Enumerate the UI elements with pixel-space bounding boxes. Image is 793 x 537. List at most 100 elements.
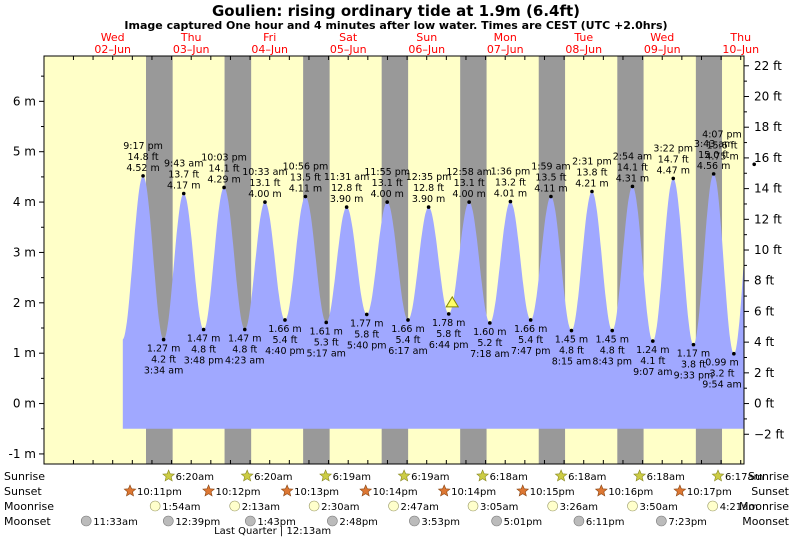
- left-axis-tick-label: 1 m: [13, 346, 36, 360]
- low-tide-time: 6:17 am: [388, 346, 427, 357]
- extreme-point: [161, 337, 166, 342]
- right-axis-tick-label: 6 ft: [754, 304, 774, 318]
- moonset-time: 3:53pm: [421, 517, 460, 528]
- moonrise-moon-icon: [707, 500, 719, 512]
- moonrise-time: 2:30am: [321, 502, 359, 513]
- high-tide-meters: 4.31 m: [616, 173, 649, 184]
- high-tide-meters: 4.56 m: [697, 161, 730, 172]
- high-tide-feet: 13.7 ft: [168, 170, 199, 181]
- high-tide-feet: 13.5 ft: [290, 173, 321, 184]
- sunset-time: 10:15pm: [530, 487, 575, 498]
- extreme-point: [406, 318, 410, 322]
- moonset-time: 11:33am: [93, 517, 138, 528]
- sunset-time: 10:12pm: [216, 487, 261, 498]
- moonrise-time: 2:47am: [401, 502, 439, 513]
- high-tide-feet: 13.5 ft: [535, 173, 566, 184]
- sunset-sun-icon: [280, 484, 294, 497]
- right-axis-tick-label: 22 ft: [754, 59, 782, 73]
- high-tide-feet: 14.1 ft: [209, 163, 240, 174]
- low-tide-time: 5:17 am: [307, 348, 346, 359]
- day-name-label: Mon: [494, 31, 517, 44]
- extreme-point: [691, 342, 696, 347]
- day-name-label: Sat: [339, 31, 358, 44]
- moonrise-row-label-left: Moonrise: [4, 500, 54, 513]
- high-tide-meters: 4.21 m: [575, 178, 608, 189]
- high-tide-feet: 13.2 ft: [495, 178, 526, 189]
- current-tide-marker: [445, 295, 460, 308]
- high-tide-meters: 4.52 m: [126, 163, 159, 174]
- low-tide-meters: 1.45 m: [555, 335, 588, 346]
- sunset-row-label-right: Sunset: [751, 485, 789, 498]
- low-tide-feet: 5.2 ft: [477, 338, 502, 349]
- moonset-moon-icon: [327, 515, 338, 527]
- moonset-moon-icon: [245, 515, 256, 527]
- sunrise-sun-icon: [633, 469, 647, 482]
- extreme-point: [303, 194, 308, 199]
- sunrise-row-label-left: Sunrise: [4, 470, 45, 483]
- left-axis-tick-label: 6 m: [13, 94, 36, 108]
- extreme-point: [181, 191, 186, 196]
- low-tide-meters: 1.17 m: [677, 349, 710, 360]
- low-tide-time: 9:07 am: [633, 367, 672, 378]
- sunset-sun-icon: [202, 484, 216, 497]
- sunset-sun-icon: [516, 484, 530, 497]
- low-tide-time: 3:34 am: [144, 366, 183, 377]
- low-tide-feet: 4.8 ft: [232, 345, 257, 356]
- high-tide-meters: 4.00 m: [248, 189, 281, 200]
- sunset-time: 10:13pm: [294, 487, 339, 498]
- low-tide-feet: 5.8 ft: [354, 329, 379, 340]
- moonrise-moon-icon: [308, 500, 320, 512]
- right-axis-tick-label: 10 ft: [754, 243, 782, 257]
- sunrise-time: 6:20am: [254, 472, 292, 483]
- low-tide-meters: 1.66 m: [391, 324, 424, 335]
- high-tide-time: 3:43 am: [694, 139, 733, 150]
- high-tide-meters: 3.90 m: [412, 194, 445, 205]
- low-tide-feet: 4.8 ft: [559, 346, 584, 357]
- high-tide-feet: 15.0 ft: [698, 150, 729, 161]
- sunrise-time: 6:18am: [568, 472, 606, 483]
- day-date-label: 04–Jun: [251, 43, 288, 56]
- extreme-point: [630, 184, 635, 189]
- low-tide-meters: 1.47 m: [228, 334, 261, 345]
- sunrise-sun-icon: [162, 469, 176, 482]
- moonrise-moon-icon: [149, 500, 161, 512]
- sunset-time: 10:16pm: [608, 487, 653, 498]
- low-tide-feet: 5.4 ft: [272, 335, 297, 346]
- moonset-time: 12:39pm: [175, 517, 220, 528]
- high-tide-time: 11:31 am: [324, 172, 369, 183]
- moonset-row-label-right: Moonset: [742, 515, 789, 528]
- high-tide-meters: 4.00 m: [370, 189, 403, 200]
- left-axis-tick-label: 0 m: [13, 397, 36, 411]
- low-tide-feet: 3.2 ft: [709, 369, 734, 380]
- right-axis-tick-label: 4 ft: [754, 335, 774, 349]
- low-tide-time: 6:44 pm: [429, 340, 469, 351]
- high-tide-feet: 14.1 ft: [617, 162, 648, 173]
- sunrise-time: 6:19am: [333, 472, 371, 483]
- high-tide-meters: 4.75 m: [705, 151, 738, 162]
- right-axis-tick-label: 18 ft: [754, 120, 782, 134]
- extreme-point: [385, 200, 389, 204]
- left-axis-tick-label: 3 m: [13, 245, 36, 259]
- low-tide-feet: 4.8 ft: [191, 345, 216, 356]
- extreme-point: [242, 327, 247, 332]
- low-tide-meters: 1.47 m: [187, 334, 220, 345]
- low-tide-feet: 5.3 ft: [314, 337, 339, 348]
- sunrise-sun-icon: [711, 469, 725, 482]
- low-tide-time: 3:48 pm: [184, 356, 224, 367]
- sunset-time: 10:14pm: [451, 487, 496, 498]
- low-tide-time: 4:23 am: [225, 356, 264, 367]
- day-date-label: 05–Jun: [330, 43, 367, 56]
- moonrise-time: 4:21am: [720, 502, 758, 513]
- high-tide-feet: 13.1 ft: [454, 178, 485, 189]
- high-tide-feet: 13.8 ft: [576, 167, 607, 178]
- high-tide-feet: 13.1 ft: [249, 178, 280, 189]
- day-date-label: 07–Jun: [487, 43, 524, 56]
- extreme-point: [711, 172, 716, 176]
- day-date-label: 02–Jun: [94, 43, 131, 56]
- moonrise-moon-icon: [388, 500, 399, 512]
- sunrise-time: 6:17am: [725, 472, 763, 483]
- moonset-moon-icon: [163, 515, 174, 527]
- moonset-time: 2:48pm: [339, 517, 378, 528]
- moonset-time: 7:23pm: [668, 517, 707, 528]
